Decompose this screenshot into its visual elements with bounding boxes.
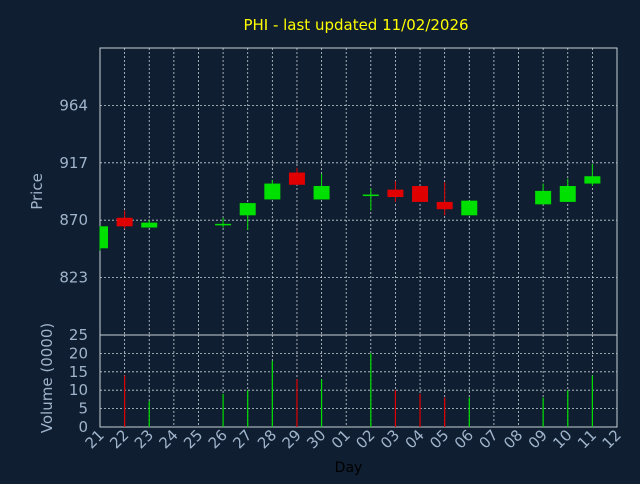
day-tick-label: 01 (328, 426, 354, 452)
day-tick-label: 22 (106, 426, 132, 452)
day-tick-label: 09 (525, 426, 551, 452)
candle-body (141, 222, 158, 228)
volume-tick-label: 20 (69, 344, 88, 362)
day-tick-label: 05 (426, 426, 452, 452)
day-tick-label: 04 (402, 426, 428, 452)
day-tick-label: 02 (352, 426, 378, 452)
candle-body (584, 176, 601, 184)
candle-body (116, 217, 133, 227)
day-tick-label: 24 (155, 426, 181, 452)
volume-tick-label: 15 (69, 363, 88, 381)
chart-title: PHI - last updated 11/02/2026 (243, 16, 468, 34)
volume-tick-label: 5 (78, 400, 88, 418)
day-tick-label: 12 (599, 426, 625, 452)
candle-body (559, 186, 576, 202)
price-tick-label: 917 (59, 154, 88, 172)
candle-body (288, 172, 305, 185)
day-tick-label: 29 (279, 426, 305, 452)
candle-body (100, 226, 108, 249)
day-axis-label: Day (335, 460, 363, 476)
candle-body (387, 189, 404, 197)
day-tick-label: 10 (549, 426, 575, 452)
price-tick-label: 964 (59, 96, 88, 114)
day-tick-label: 28 (254, 426, 280, 452)
price-axis-label: Price (28, 173, 46, 210)
volume-axis-label: Volume (0000) (38, 323, 56, 433)
price-panel: 823 870 917 964 Price (28, 47, 618, 336)
price-tick-label: 870 (59, 211, 88, 229)
day-tick-label: 07 (476, 426, 502, 452)
day-tick-label: 03 (377, 426, 403, 452)
x-axis: 2122232425262728293001020304050607080910… (82, 426, 625, 476)
day-tick-label: 27 (229, 426, 255, 452)
candle-body (239, 203, 256, 216)
day-tick-label: 26 (205, 426, 231, 452)
volume-tick-label: 25 (69, 326, 88, 344)
volume-tick-label: 10 (69, 381, 88, 399)
day-tick-label: 23 (131, 426, 157, 452)
day-tick-label: 25 (180, 426, 206, 452)
volume-panel-frame (99, 334, 618, 428)
candle-body (313, 186, 330, 200)
volume-tick-label: 0 (78, 418, 88, 436)
price-tick-label: 823 (59, 269, 88, 287)
candle-body (535, 190, 552, 205)
day-tick-label: 11 (574, 426, 600, 452)
candle-body (461, 200, 478, 216)
candle-body (264, 183, 281, 200)
candle-body (412, 186, 429, 202)
day-tick-label: 30 (303, 426, 329, 452)
candle-body (362, 194, 379, 197)
candle-body (436, 201, 453, 210)
candle-body (215, 223, 232, 226)
day-tick-label: 06 (451, 426, 477, 452)
day-tick-label: 08 (500, 426, 526, 452)
